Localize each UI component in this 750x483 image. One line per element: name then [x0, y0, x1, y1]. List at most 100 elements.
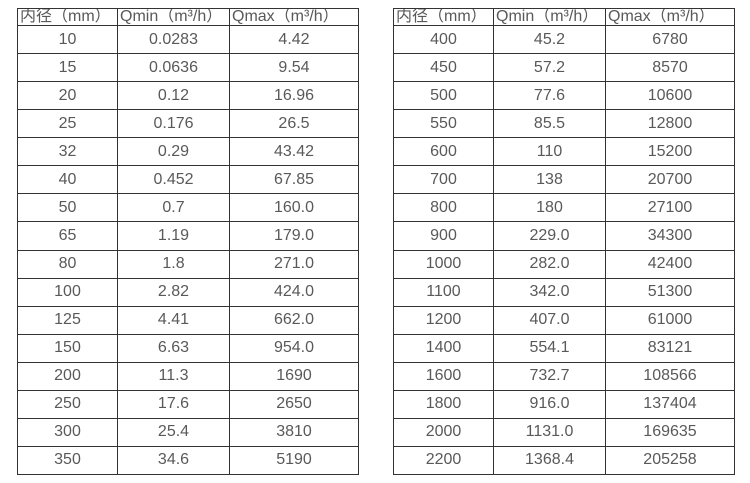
table-cell: 2650	[229, 389, 359, 419]
header-cell: Qmax（m³/h）	[229, 8, 359, 26]
table-row: 600 110 15200	[393, 137, 735, 167]
table-cell: 800	[393, 193, 494, 223]
table-row: 20 0.12 16.96	[17, 81, 359, 111]
table-cell: 4.42	[229, 24, 359, 55]
table-cell: 0.176	[117, 109, 230, 139]
table-cell: 77.6	[493, 81, 606, 111]
table-cell: 300	[17, 417, 118, 447]
table-cell: 554.1	[493, 333, 606, 363]
table-row: 10 0.0283 4.42	[17, 24, 359, 55]
table-cell: 732.7	[493, 361, 606, 391]
table-cell: 0.29	[117, 137, 230, 167]
table-cell: 125	[17, 305, 118, 335]
table-cell: 169635	[605, 417, 735, 447]
table-cell: 200	[17, 361, 118, 391]
table-cell: 916.0	[493, 389, 606, 419]
header-cell: Qmin（m³/h）	[117, 8, 230, 26]
table-cell: 25.4	[117, 417, 230, 447]
table-cell: 1200	[393, 305, 494, 335]
table-row: 80 1.8 271.0	[17, 249, 359, 279]
table-cell: 108566	[605, 361, 735, 391]
table-cell: 205258	[605, 445, 735, 476]
table-row: 25 0.176 26.5	[17, 109, 359, 139]
diameter-flow-table-left: 内径（mm） Qmin（m³/h） Qmax（m³/h） 10 0.0283 4.42 15…	[17, 8, 359, 476]
table-cell: 2.82	[117, 277, 230, 307]
table-cell: 1368.4	[493, 445, 606, 476]
table-cell: 3810	[229, 417, 359, 447]
table-cell: 407.0	[493, 305, 606, 335]
table-row: 250 17.6 2650	[17, 389, 359, 419]
table-cell: 11.3	[117, 361, 230, 391]
table-row: 400 45.2 6780	[393, 24, 735, 55]
table-cell: 0.7	[117, 193, 230, 223]
table-row: 300 25.4 3810	[17, 417, 359, 447]
table-cell: 350	[17, 445, 118, 476]
table-cell: 550	[393, 109, 494, 139]
table-cell: 424.0	[229, 277, 359, 307]
table-cell: 34300	[605, 221, 735, 251]
table-cell: 150	[17, 333, 118, 363]
table-cell: 43.42	[229, 137, 359, 167]
table-row: 350 34.6 5190	[17, 445, 359, 476]
table-cell: 1800	[393, 389, 494, 419]
table-row: 40 0.452 67.85	[17, 165, 359, 195]
table-row: 50 0.7 160.0	[17, 193, 359, 223]
table-cell: 600	[393, 137, 494, 167]
table-cell: 250	[17, 389, 118, 419]
table-cell: 342.0	[493, 277, 606, 307]
table-row: 500 77.6 10600	[393, 81, 735, 111]
table-cell: 61000	[605, 305, 735, 335]
table-cell: 0.0636	[117, 53, 230, 83]
table-cell: 1131.0	[493, 417, 606, 447]
table-cell: 8570	[605, 53, 735, 83]
table-cell: 1.19	[117, 221, 230, 251]
table-cell: 110	[493, 137, 606, 167]
table-cell: 700	[393, 165, 494, 195]
table-cell: 32	[17, 137, 118, 167]
table-row: 200 11.3 1690	[17, 361, 359, 391]
table-cell: 20	[17, 81, 118, 111]
table-row: 1200 407.0 61000	[393, 305, 735, 335]
table-cell: 34.6	[117, 445, 230, 476]
table-cell: 500	[393, 81, 494, 111]
table-cell: 1400	[393, 333, 494, 363]
table-row: 65 1.19 179.0	[17, 221, 359, 251]
header-row: 内径（mm） Qmin（m³/h） Qmax（m³/h）	[17, 8, 359, 26]
table-cell: 16.96	[229, 81, 359, 111]
table-cell: 15	[17, 53, 118, 83]
table-cell: 57.2	[493, 53, 606, 83]
table-row: 32 0.29 43.42	[17, 137, 359, 167]
table-cell: 50	[17, 193, 118, 223]
table-cell: 42400	[605, 249, 735, 279]
table-cell: 80	[17, 249, 118, 279]
table-row: 2200 1368.4 205258	[393, 445, 735, 476]
table-cell: 400	[393, 24, 494, 55]
table-row: 1800 916.0 137404	[393, 389, 735, 419]
table-row: 900 229.0 34300	[393, 221, 735, 251]
table-cell: 900	[393, 221, 494, 251]
table-row: 125 4.41 662.0	[17, 305, 359, 335]
table-cell: 1100	[393, 277, 494, 307]
table-cell: 20700	[605, 165, 735, 195]
table-cell: 26.5	[229, 109, 359, 139]
table-cell: 6.63	[117, 333, 230, 363]
table-cell: 1690	[229, 361, 359, 391]
table-row: 100 2.82 424.0	[17, 277, 359, 307]
table-row: 700 138 20700	[393, 165, 735, 195]
table-cell: 180	[493, 193, 606, 223]
table-row: 2000 1131.0 169635	[393, 417, 735, 447]
table-cell: 450	[393, 53, 494, 83]
table-row: 15 0.0636 9.54	[17, 53, 359, 83]
header-cell: Qmax（m³/h）	[605, 8, 735, 26]
table-cell: 65	[17, 221, 118, 251]
table-cell: 5190	[229, 445, 359, 476]
table-cell: 0.0283	[117, 24, 230, 55]
table-cell: 0.452	[117, 165, 230, 195]
table-cell: 83121	[605, 333, 735, 363]
header-cell: 内径（mm）	[17, 8, 118, 26]
table-cell: 25	[17, 109, 118, 139]
table-row: 550 85.5 12800	[393, 109, 735, 139]
table-cell: 1600	[393, 361, 494, 391]
table-cell: 1.8	[117, 249, 230, 279]
